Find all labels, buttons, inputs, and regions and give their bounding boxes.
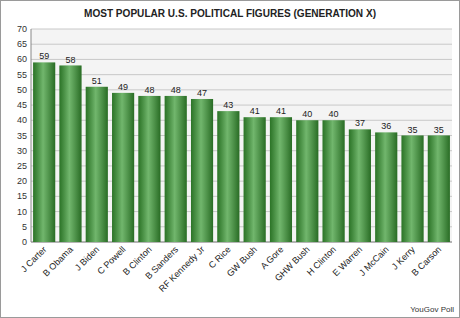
bar (428, 136, 450, 243)
data-label: 41 (250, 106, 260, 116)
y-tick-label: 30 (17, 146, 27, 156)
bar-shine (191, 99, 213, 242)
bar-shine (428, 136, 450, 243)
data-label: 58 (65, 55, 75, 65)
grid-line (31, 59, 452, 60)
bar-shine (270, 117, 292, 242)
bar (244, 117, 266, 242)
data-label: 43 (223, 100, 233, 110)
data-label: 40 (329, 109, 339, 119)
y-tick-label: 65 (17, 39, 27, 49)
y-tick-label: 45 (17, 100, 27, 110)
bar (323, 120, 345, 242)
x-tick-label: GHW Bush (273, 244, 312, 283)
bar-shine (86, 87, 108, 242)
bar (138, 96, 160, 242)
y-axis (31, 29, 32, 242)
grid-line (31, 44, 452, 45)
y-tick-label: 15 (17, 191, 27, 201)
bar (59, 66, 81, 242)
y-tick-label: 40 (17, 115, 27, 125)
bar (112, 93, 134, 242)
data-label: 48 (171, 85, 181, 95)
title: MOST POPULAR U.S. POLITICAL FIGURES (GEN… (84, 7, 376, 19)
bar-shine (217, 111, 239, 242)
data-label: 41 (276, 106, 286, 116)
y-tick-label: 5 (22, 222, 27, 232)
data-label: 37 (355, 118, 365, 128)
x-tick-label: B Obama (41, 244, 75, 278)
x-tick-label: RF Kennedy Jr (157, 244, 207, 294)
bar (217, 111, 239, 242)
data-label: 40 (302, 109, 312, 119)
bar-shine (375, 132, 397, 242)
y-tick-label: 70 (17, 24, 27, 34)
y-tick-label: 10 (17, 207, 27, 217)
bar (86, 87, 108, 242)
annotation: YouGov Poll (410, 305, 454, 314)
bar (191, 99, 213, 242)
data-label: 35 (434, 125, 444, 135)
bar (165, 96, 187, 242)
grid-line (31, 29, 452, 30)
data-label: 35 (408, 125, 418, 135)
data-label: 49 (118, 82, 128, 92)
x-tick-label: J McCain (357, 244, 391, 278)
bar-shine (296, 120, 318, 242)
bar (33, 62, 55, 242)
bar-shine (349, 129, 371, 242)
y-tick-label: 60 (17, 54, 27, 64)
bar-shine (59, 66, 81, 242)
bar (296, 120, 318, 242)
y-tick-label: 25 (17, 161, 27, 171)
y-tick-label: 55 (17, 70, 27, 80)
bar (401, 136, 423, 243)
data-label: 48 (144, 85, 154, 95)
frame (1, 1, 460, 318)
y-tick-label: 50 (17, 85, 27, 95)
bar-shine (323, 120, 345, 242)
bar (270, 117, 292, 242)
bar-shine (138, 96, 160, 242)
x-tick-label: GW Bush (225, 244, 259, 278)
data-label: 51 (92, 76, 102, 86)
chart: 0 5 10 15 20 25 30 35 40 45 50 55 60 65 70 59 58 51 49 48 48… (0, 0, 460, 318)
bar-shine (401, 136, 423, 243)
data-label: 47 (197, 88, 207, 98)
bar-shine (165, 96, 187, 242)
y-tick-label: 20 (17, 176, 27, 186)
bar (349, 129, 371, 242)
plot-area (31, 29, 452, 242)
data-label: 59 (39, 51, 49, 61)
y-tick-label: 35 (17, 131, 27, 141)
x-tick-label: B Carson (410, 244, 444, 278)
bars (33, 62, 450, 242)
y-tick-label: 0 (22, 237, 27, 247)
bar-shine (244, 117, 266, 242)
bar-shine (33, 62, 55, 242)
bar (375, 132, 397, 242)
bar-shine (112, 93, 134, 242)
data-label: 36 (381, 121, 391, 131)
